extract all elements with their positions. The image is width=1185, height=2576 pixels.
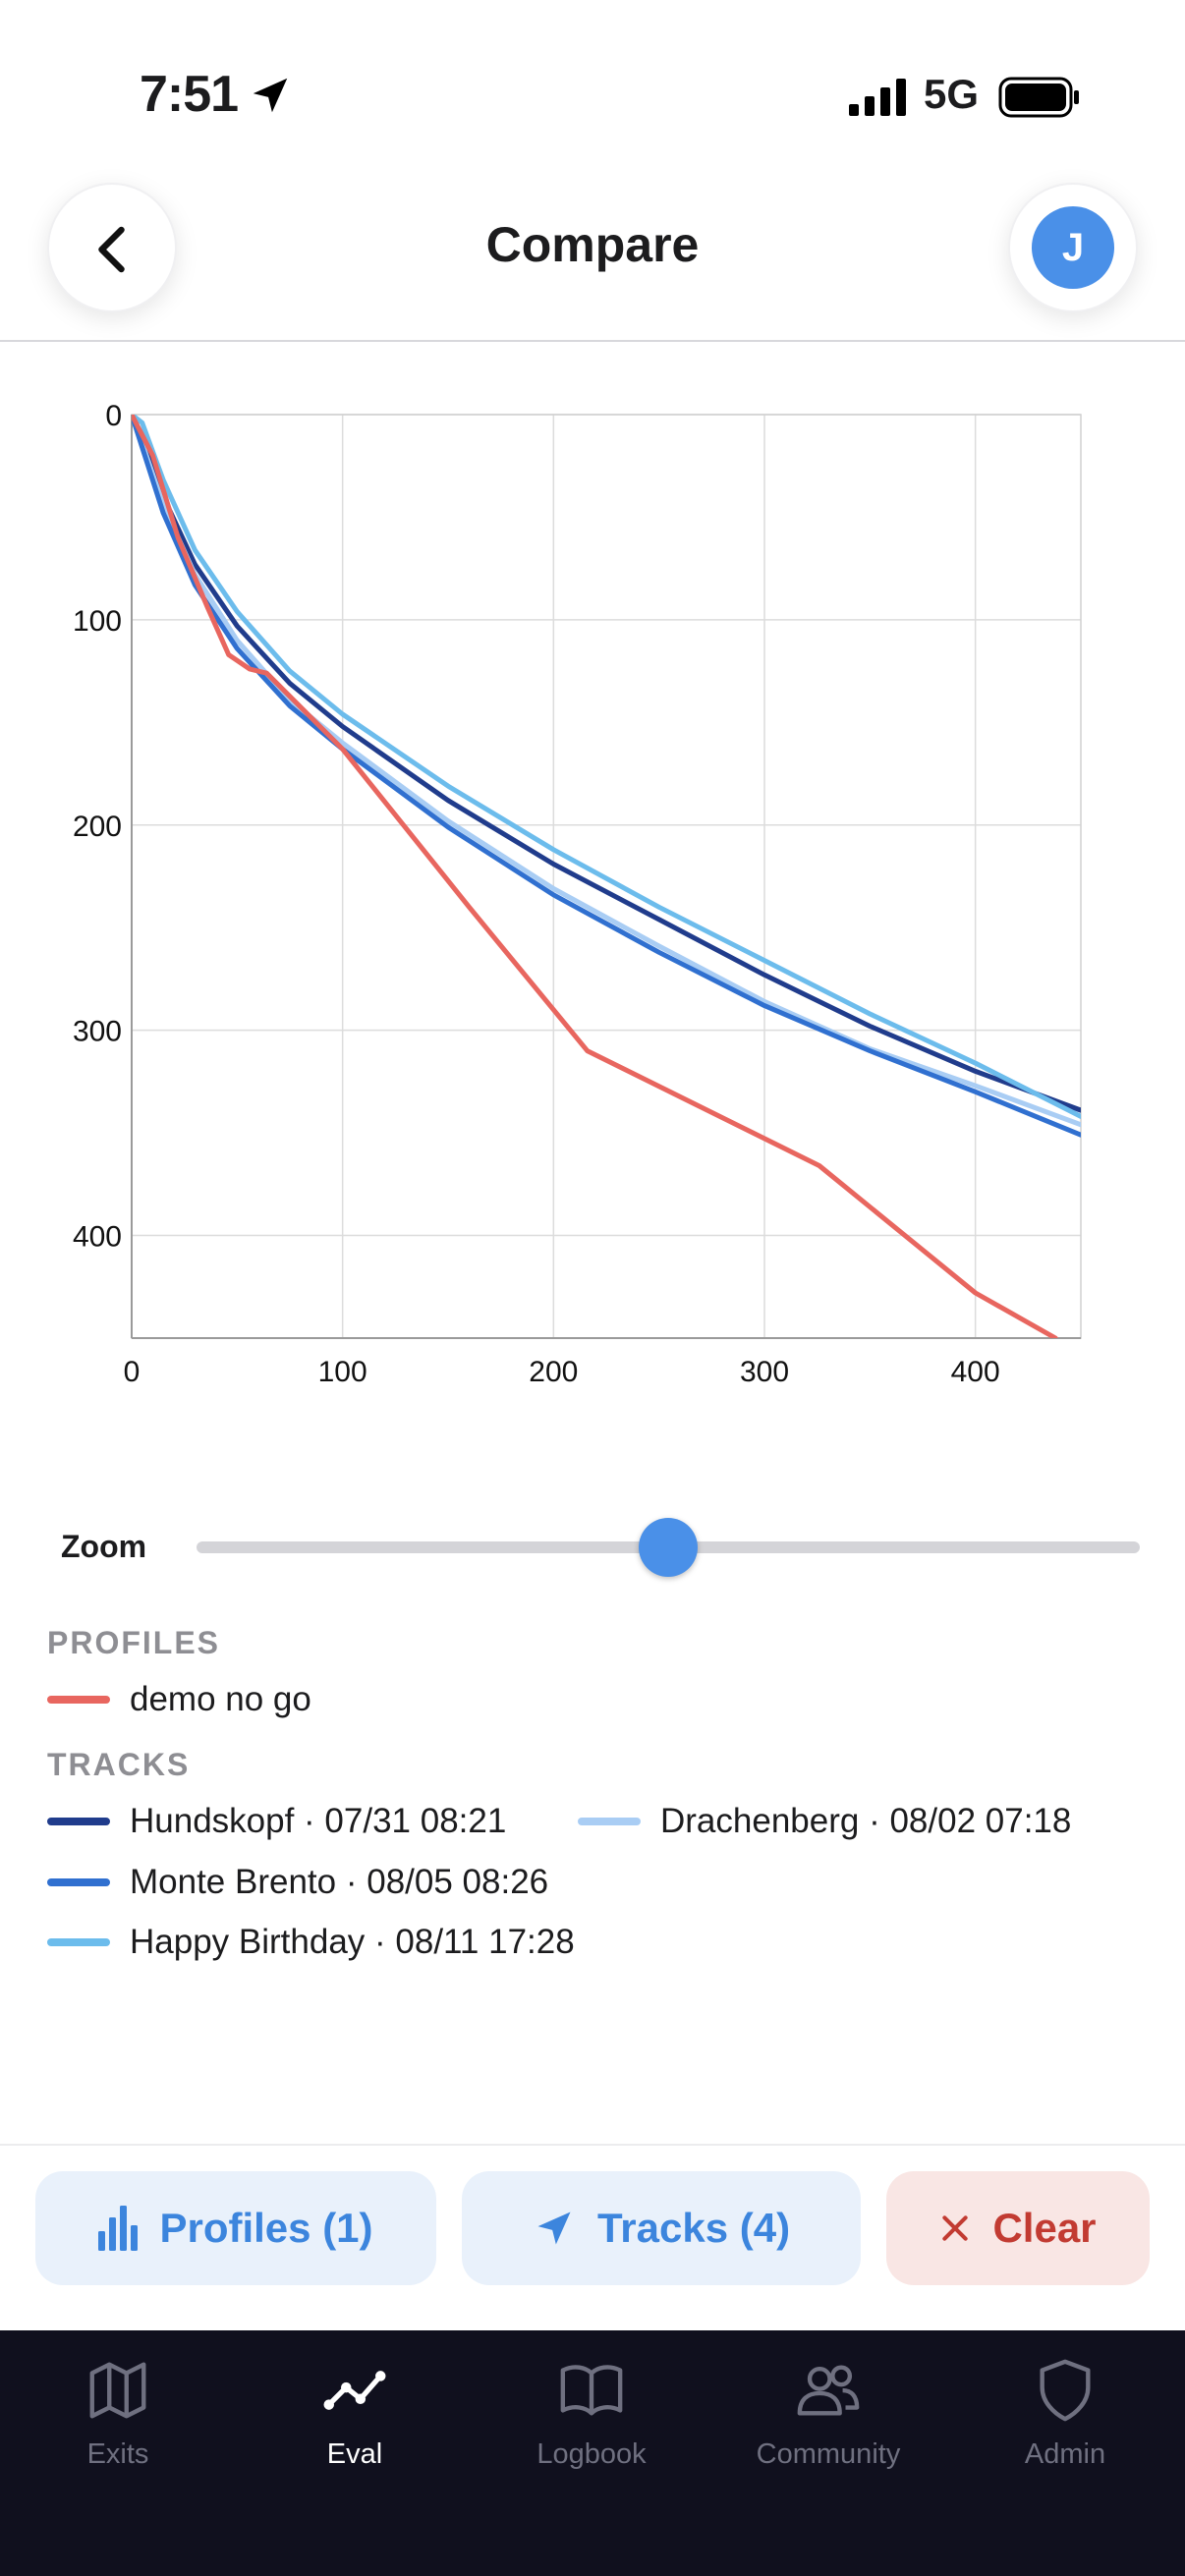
legend-profile-item: demo no go [47, 1674, 311, 1725]
series-line [132, 415, 1081, 1128]
navigation-arrow-icon [537, 2212, 571, 2245]
tracks-heading: TRACKS [47, 1747, 191, 1782]
series-line [132, 415, 1081, 1138]
battery-icon [998, 77, 1079, 118]
tracks-button-label: Tracks (4) [596, 2205, 791, 2251]
legend-label: Drachenberg · 08/02 07:18 [660, 1802, 1072, 1840]
avatar: J [1032, 206, 1114, 289]
x-tick-label: 100 [318, 1356, 367, 1388]
legend-swatch [47, 1878, 110, 1886]
status-bar: 7:51 5G [0, 0, 1185, 147]
legend-track-item: Drachenberg · 08/02 07:18 [578, 1796, 1071, 1847]
location-arrow-icon [253, 78, 288, 113]
legend-swatch [47, 1696, 110, 1704]
tab-bar: Exits Eval Logbook Community Admin [0, 2330, 1185, 2576]
legend-label: Hundskopf · 07/31 08:21 [130, 1802, 507, 1840]
tab-label: Exits [86, 2438, 149, 2470]
cellular-signal-icon [849, 79, 906, 116]
page-title: Compare [485, 217, 700, 272]
zoom-slider-thumb[interactable] [639, 1518, 698, 1577]
chevron-left-icon [98, 226, 125, 273]
legend-label: demo no go [130, 1680, 311, 1718]
tab-community[interactable]: Community [730, 2356, 927, 2471]
y-tick-label: 200 [73, 811, 122, 843]
legend-swatch [578, 1818, 641, 1825]
y-tick-label: 0 [105, 400, 122, 432]
close-icon [942, 2215, 969, 2241]
legend-label: Happy Birthday · 08/11 17:28 [130, 1923, 575, 1961]
profiles-heading: PROFILES [47, 1625, 221, 1660]
tab-admin[interactable]: Admin [967, 2356, 1163, 2471]
x-tick-label: 0 [124, 1356, 141, 1388]
legend-swatch [47, 1938, 110, 1946]
series-line [132, 415, 1058, 1338]
network-label: 5G [924, 71, 980, 117]
clear-button[interactable]: Clear [886, 2171, 1150, 2285]
x-tick-label: 300 [740, 1356, 789, 1388]
legend-track-item: Monte Brento · 08/05 08:26 [47, 1857, 548, 1908]
x-tick-label: 200 [529, 1356, 578, 1388]
legend-track-item: Hundskopf · 07/31 08:21 [47, 1796, 506, 1847]
y-tick-label: 400 [73, 1221, 122, 1254]
profiles-button[interactable]: Profiles (1) [35, 2171, 436, 2285]
avatar-button[interactable]: J [1008, 183, 1138, 312]
series-line [132, 415, 1081, 1119]
chart-svg: 0 100 200 300 400 0 100 200 300 400 [73, 400, 1082, 1388]
tab-label: Eval [326, 2438, 383, 2470]
compare-chart[interactable]: 0 100 200 300 400 0 100 200 300 400 [0, 383, 1185, 1405]
series-line [132, 415, 1081, 1113]
map-icon [89, 2362, 146, 2419]
zoom-label: Zoom [61, 1529, 147, 1564]
chart-line-icon [323, 2371, 386, 2410]
y-tick-label: 300 [73, 1016, 122, 1048]
tab-logbook[interactable]: Logbook [493, 2356, 690, 2471]
tab-label: Admin [1024, 2438, 1106, 2470]
tab-exits[interactable]: Exits [20, 2356, 216, 2471]
header: Compare J [0, 147, 1185, 342]
tab-label: Logbook [536, 2438, 647, 2470]
y-tick-label: 100 [73, 605, 122, 638]
action-bar: Profiles (1) Tracks (4) Clear [0, 2144, 1185, 2330]
legend-track-item: Happy Birthday · 08/11 17:28 [47, 1917, 575, 1968]
tracks-button[interactable]: Tracks (4) [462, 2171, 861, 2285]
users-icon [797, 2365, 860, 2416]
status-time: 7:51 [140, 66, 239, 123]
x-tick-label: 400 [951, 1356, 1000, 1388]
profiles-button-label: Profiles (1) [159, 2205, 373, 2251]
tab-label: Community [756, 2438, 901, 2470]
back-button[interactable] [47, 183, 177, 312]
tab-eval[interactable]: Eval [256, 2356, 453, 2471]
bar-chart-icon [98, 2206, 139, 2251]
book-icon [560, 2365, 623, 2416]
legend-swatch [47, 1818, 110, 1825]
legend-label: Monte Brento · 08/05 08:26 [130, 1863, 549, 1901]
clear-button-label: Clear [992, 2205, 1097, 2251]
shield-icon [1040, 2359, 1091, 2422]
